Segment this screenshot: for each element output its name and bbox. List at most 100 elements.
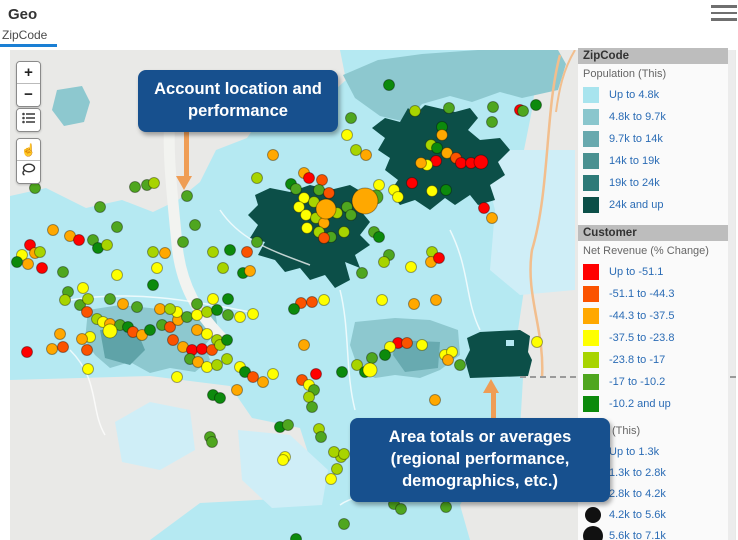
account-dot[interactable] [21,346,33,358]
legend-scrollbar[interactable] [728,50,735,540]
account-dot[interactable] [313,184,325,196]
legend-list-icon[interactable] [17,109,40,131]
account-dot[interactable] [338,518,350,530]
account-dot[interactable] [147,279,159,291]
legend-item-population-1[interactable]: 4.8k to 9.7k [578,106,728,128]
account-dot[interactable] [167,334,179,346]
account-dot[interactable] [360,149,372,161]
account-dot[interactable] [189,219,201,231]
account-dot[interactable] [164,321,176,333]
account-dot[interactable] [154,303,166,315]
account-dot[interactable] [57,266,69,278]
zoom-in-button[interactable]: + [17,62,40,84]
account-dot[interactable] [111,221,123,233]
account-dot[interactable] [384,341,396,353]
account-dot[interactable] [247,308,259,320]
account-dot[interactable] [24,239,36,251]
account-dot[interactable] [373,179,385,191]
account-dot[interactable] [207,246,219,258]
account-dot[interactable] [315,198,337,220]
account-dot[interactable] [46,343,58,355]
account-dot[interactable] [239,366,251,378]
account-dot[interactable] [293,201,305,213]
account-dot[interactable] [325,473,337,485]
account-dot[interactable] [221,353,233,365]
account-dot[interactable] [196,343,208,355]
account-dot[interactable] [345,112,357,124]
account-dot[interactable] [405,261,417,273]
account-dot[interactable] [231,384,243,396]
legend-item-netrevenue-2[interactable]: -44.3 to -37.5 [578,305,728,327]
legend-item-population-2[interactable]: 9.7k to 14k [578,128,728,150]
account-dot[interactable] [171,371,183,383]
account-dot[interactable] [211,304,223,316]
account-dot[interactable] [94,201,106,213]
account-dot[interactable] [440,501,452,513]
account-dot[interactable] [350,144,362,156]
account-dot[interactable] [315,431,327,443]
pointer-hand-icon[interactable]: ☝ [17,139,40,161]
account-dot[interactable] [478,202,490,214]
account-dot[interactable] [131,301,143,313]
account-dot[interactable] [101,239,113,251]
account-dot[interactable] [298,339,310,351]
account-dot[interactable] [217,262,229,274]
account-dot[interactable] [441,147,453,159]
account-dot[interactable] [440,184,452,196]
account-dot[interactable] [356,267,368,279]
account-dot[interactable] [191,309,203,321]
account-dot[interactable] [392,191,404,203]
account-dot[interactable] [298,192,310,204]
account-dot[interactable] [87,234,99,246]
account-dot[interactable] [303,391,315,403]
account-dot[interactable] [282,419,294,431]
account-dot[interactable] [331,463,343,475]
account-dot[interactable] [11,256,23,268]
legend-item-netrevenue-3[interactable]: -37.5 to -23.8 [578,327,728,349]
account-dot[interactable] [362,362,378,378]
account-dot[interactable] [395,503,407,515]
zoom-out-button[interactable]: − [17,84,40,106]
account-dot[interactable] [318,294,330,306]
lasso-icon[interactable] [17,161,40,183]
account-dot[interactable] [306,401,318,413]
account-dot[interactable] [454,359,466,371]
account-dot[interactable] [267,368,279,380]
account-dot[interactable] [373,231,385,243]
account-dot[interactable] [181,190,193,202]
account-dot[interactable] [431,142,443,154]
account-dot[interactable] [290,183,302,195]
account-dot[interactable] [117,298,129,310]
account-dot[interactable] [192,356,204,368]
account-dot[interactable] [181,311,193,323]
account-dot[interactable] [201,361,213,373]
account-dot[interactable] [318,232,330,244]
legend-item-population-0[interactable]: Up to 4.8k [578,84,728,106]
account-dot[interactable] [378,256,390,268]
account-dot[interactable] [111,269,123,281]
account-dots[interactable] [11,79,543,540]
legend-item-netrevenue-4[interactable]: -23.8 to -17 [578,349,728,371]
account-dot[interactable] [401,337,413,349]
account-dot[interactable] [151,262,163,274]
account-dot[interactable] [36,262,48,274]
menu-icon[interactable] [711,5,737,21]
account-dot[interactable] [247,371,259,383]
legend-item-population-5[interactable]: 24k and up [578,194,728,216]
account-dot[interactable] [136,329,148,341]
account-dot[interactable] [251,236,263,248]
legend-item-netrevenue-0[interactable]: Up to -51.1 [578,261,728,283]
account-dot[interactable] [177,236,189,248]
account-dot[interactable] [341,129,353,141]
account-dot[interactable] [191,324,203,336]
account-dot[interactable] [82,363,94,375]
legend-item-size-3[interactable]: 4.2k to 5.6k [578,504,728,525]
account-dot[interactable] [409,105,421,117]
account-dot[interactable] [244,265,256,277]
account-dot[interactable] [147,246,159,258]
account-dot[interactable] [442,354,454,366]
account-dot[interactable] [201,328,213,340]
account-dot[interactable] [336,366,348,378]
account-dot[interactable] [59,294,71,306]
account-dot[interactable] [436,129,448,141]
